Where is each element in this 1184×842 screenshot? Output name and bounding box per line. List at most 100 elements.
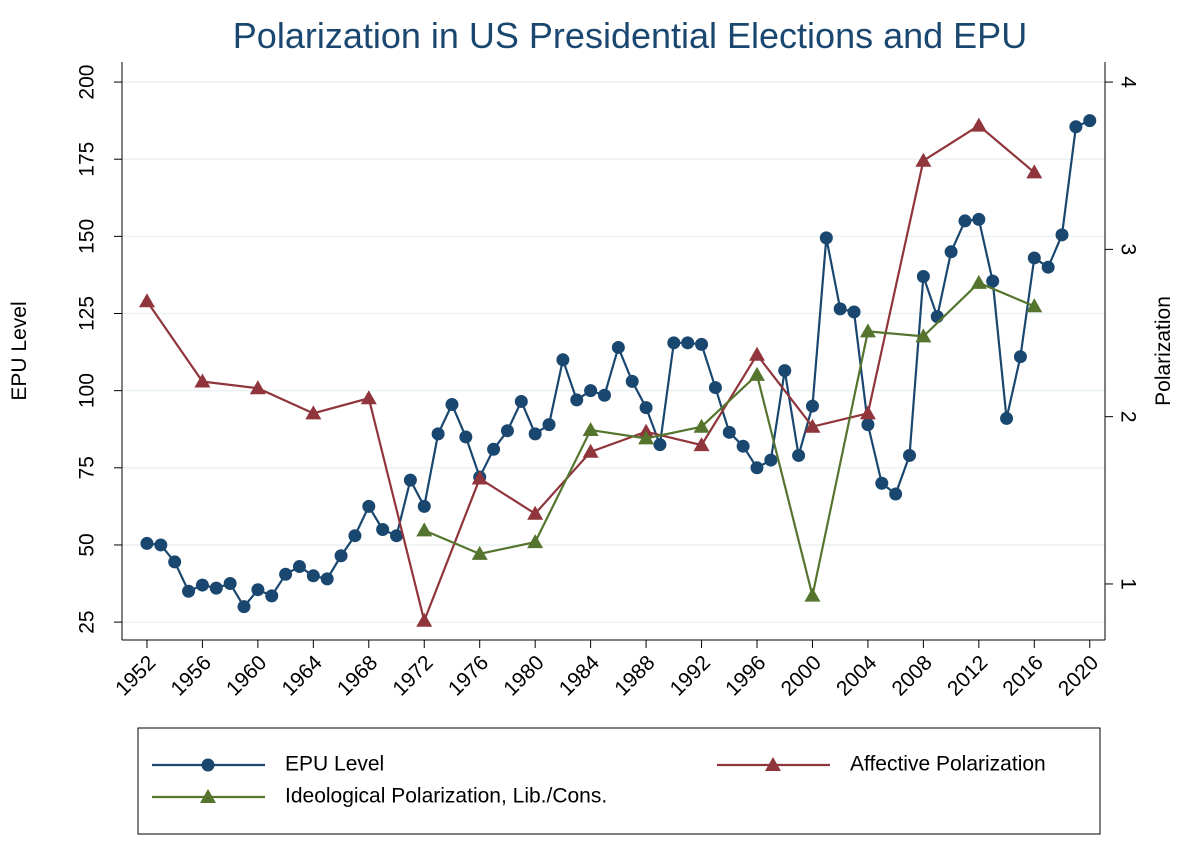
marker <box>889 487 903 501</box>
marker <box>930 310 944 324</box>
marker <box>611 340 625 354</box>
marker <box>695 337 709 351</box>
series-line <box>423 281 1035 596</box>
marker <box>500 424 514 438</box>
y2-axis-title: Polarization <box>1152 296 1175 406</box>
marker <box>140 536 154 550</box>
y-tick-label: 75 <box>76 456 99 479</box>
marker <box>1041 260 1055 274</box>
marker <box>200 789 216 803</box>
marker <box>209 581 223 595</box>
marker <box>431 427 445 441</box>
marker <box>528 427 542 441</box>
marker <box>182 584 196 598</box>
marker <box>639 401 653 415</box>
marker <box>305 405 322 420</box>
marker <box>1000 411 1014 425</box>
marker <box>403 473 417 487</box>
y2-tick-label: 3 <box>1116 244 1139 256</box>
marker <box>1027 251 1041 265</box>
marker <box>582 443 599 458</box>
y-tick-label: 50 <box>76 533 99 556</box>
marker <box>778 364 792 378</box>
marker <box>792 448 806 462</box>
y-tick-label: 25 <box>76 610 99 633</box>
marker <box>1026 164 1043 179</box>
marker <box>708 381 722 395</box>
marker <box>168 555 182 569</box>
marker <box>416 522 433 537</box>
marker <box>625 374 639 388</box>
marker <box>861 418 875 432</box>
marker <box>1013 350 1027 364</box>
marker <box>667 336 681 350</box>
marker <box>638 430 655 445</box>
marker <box>249 380 266 395</box>
marker <box>292 560 306 574</box>
marker <box>556 353 570 367</box>
marker <box>833 302 847 316</box>
marker <box>306 569 320 583</box>
y-tick-label: 150 <box>76 219 99 254</box>
marker <box>348 529 362 543</box>
marker <box>859 405 876 420</box>
marker <box>514 394 528 408</box>
marker <box>765 757 781 771</box>
marker <box>597 388 611 402</box>
marker <box>1069 120 1083 134</box>
y-tick-label: 175 <box>76 142 99 177</box>
y-tick-label: 125 <box>76 296 99 331</box>
marker <box>1055 228 1069 242</box>
marker <box>542 418 556 432</box>
marker <box>360 390 377 405</box>
marker <box>194 373 211 388</box>
marker <box>1083 114 1097 128</box>
marker <box>653 438 667 452</box>
marker <box>722 425 736 439</box>
legend-label: Affective Polarization <box>850 753 1046 776</box>
y-axis-title: EPU Level <box>8 301 31 400</box>
marker <box>459 430 473 444</box>
marker <box>859 323 876 338</box>
marker <box>195 578 209 592</box>
marker <box>487 442 501 456</box>
marker <box>847 305 861 319</box>
marker <box>750 461 764 475</box>
marker <box>334 549 348 563</box>
marker <box>416 612 433 627</box>
marker <box>417 499 431 513</box>
marker <box>527 505 544 520</box>
chart-title: Polarization in US Presidential Election… <box>233 15 1027 56</box>
marker <box>223 577 237 591</box>
marker <box>804 418 821 433</box>
marker <box>736 439 750 453</box>
marker <box>320 572 334 586</box>
marker <box>527 534 544 549</box>
marker <box>570 393 584 407</box>
marker <box>201 758 215 772</box>
marker <box>251 583 265 597</box>
marker <box>265 589 279 603</box>
marker <box>819 231 833 245</box>
y2-tick-label: 4 <box>1116 76 1139 88</box>
marker <box>915 152 932 167</box>
marker <box>804 587 821 602</box>
marker <box>970 274 987 289</box>
marker <box>376 523 390 537</box>
marker <box>944 245 958 259</box>
marker <box>445 398 459 412</box>
marker <box>154 538 168 552</box>
marker <box>582 422 599 437</box>
marker <box>471 470 488 485</box>
marker <box>986 274 1000 288</box>
y-tick-label: 200 <box>76 65 99 100</box>
marker <box>693 418 710 433</box>
legend-box <box>137 727 1101 835</box>
marker <box>279 567 293 581</box>
marker <box>748 366 765 381</box>
marker <box>915 328 932 343</box>
marker <box>138 293 155 308</box>
marker <box>681 336 695 350</box>
